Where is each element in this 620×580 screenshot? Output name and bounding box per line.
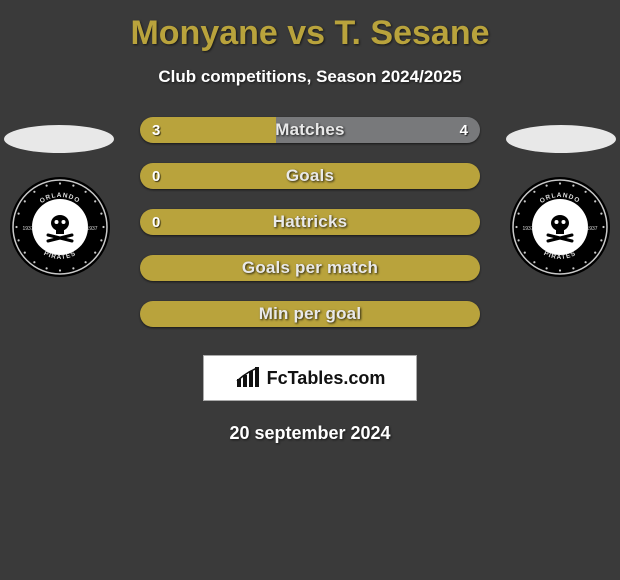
snapshot-date: 20 september 2024: [0, 423, 620, 444]
stat-label: Goals: [140, 163, 480, 189]
stat-label: Min per goal: [140, 301, 480, 327]
stat-bar-matches: 3 4 Matches: [140, 117, 480, 143]
marker-ellipse-right: [506, 125, 616, 153]
svg-text:1937: 1937: [522, 226, 533, 232]
brand-badge: FcTables.com: [203, 355, 417, 401]
svg-text:1937: 1937: [86, 226, 97, 232]
stat-bar-min-per-goal: Min per goal: [140, 301, 480, 327]
stat-bars: 3 4 Matches 0 Goals 0 Hattricks Goals pe…: [140, 117, 480, 347]
marker-ellipse-left: [4, 125, 114, 153]
club-crest-right: ORLANDO PIRATES 1937 1937: [510, 177, 610, 277]
club-crest-left: ORLANDO PIRATES 1937 1937: [10, 177, 110, 277]
svg-text:1937: 1937: [586, 226, 597, 232]
stat-label: Hattricks: [140, 209, 480, 235]
stat-bar-hattricks: 0 Hattricks: [140, 209, 480, 235]
comparison-stage: ORLANDO PIRATES 1937 1937 ORLANDO PIRATE…: [0, 117, 620, 347]
stat-label: Matches: [140, 117, 480, 143]
stat-bar-goals: 0 Goals: [140, 163, 480, 189]
brand-label: FcTables.com: [267, 368, 386, 389]
stat-label: Goals per match: [140, 255, 480, 281]
page-title: Monyane vs T. Sesane: [0, 0, 620, 53]
stat-bar-goals-per-match: Goals per match: [140, 255, 480, 281]
svg-text:1937: 1937: [22, 226, 33, 232]
brand-bars-icon: [235, 367, 261, 389]
subtitle: Club competitions, Season 2024/2025: [0, 67, 620, 87]
